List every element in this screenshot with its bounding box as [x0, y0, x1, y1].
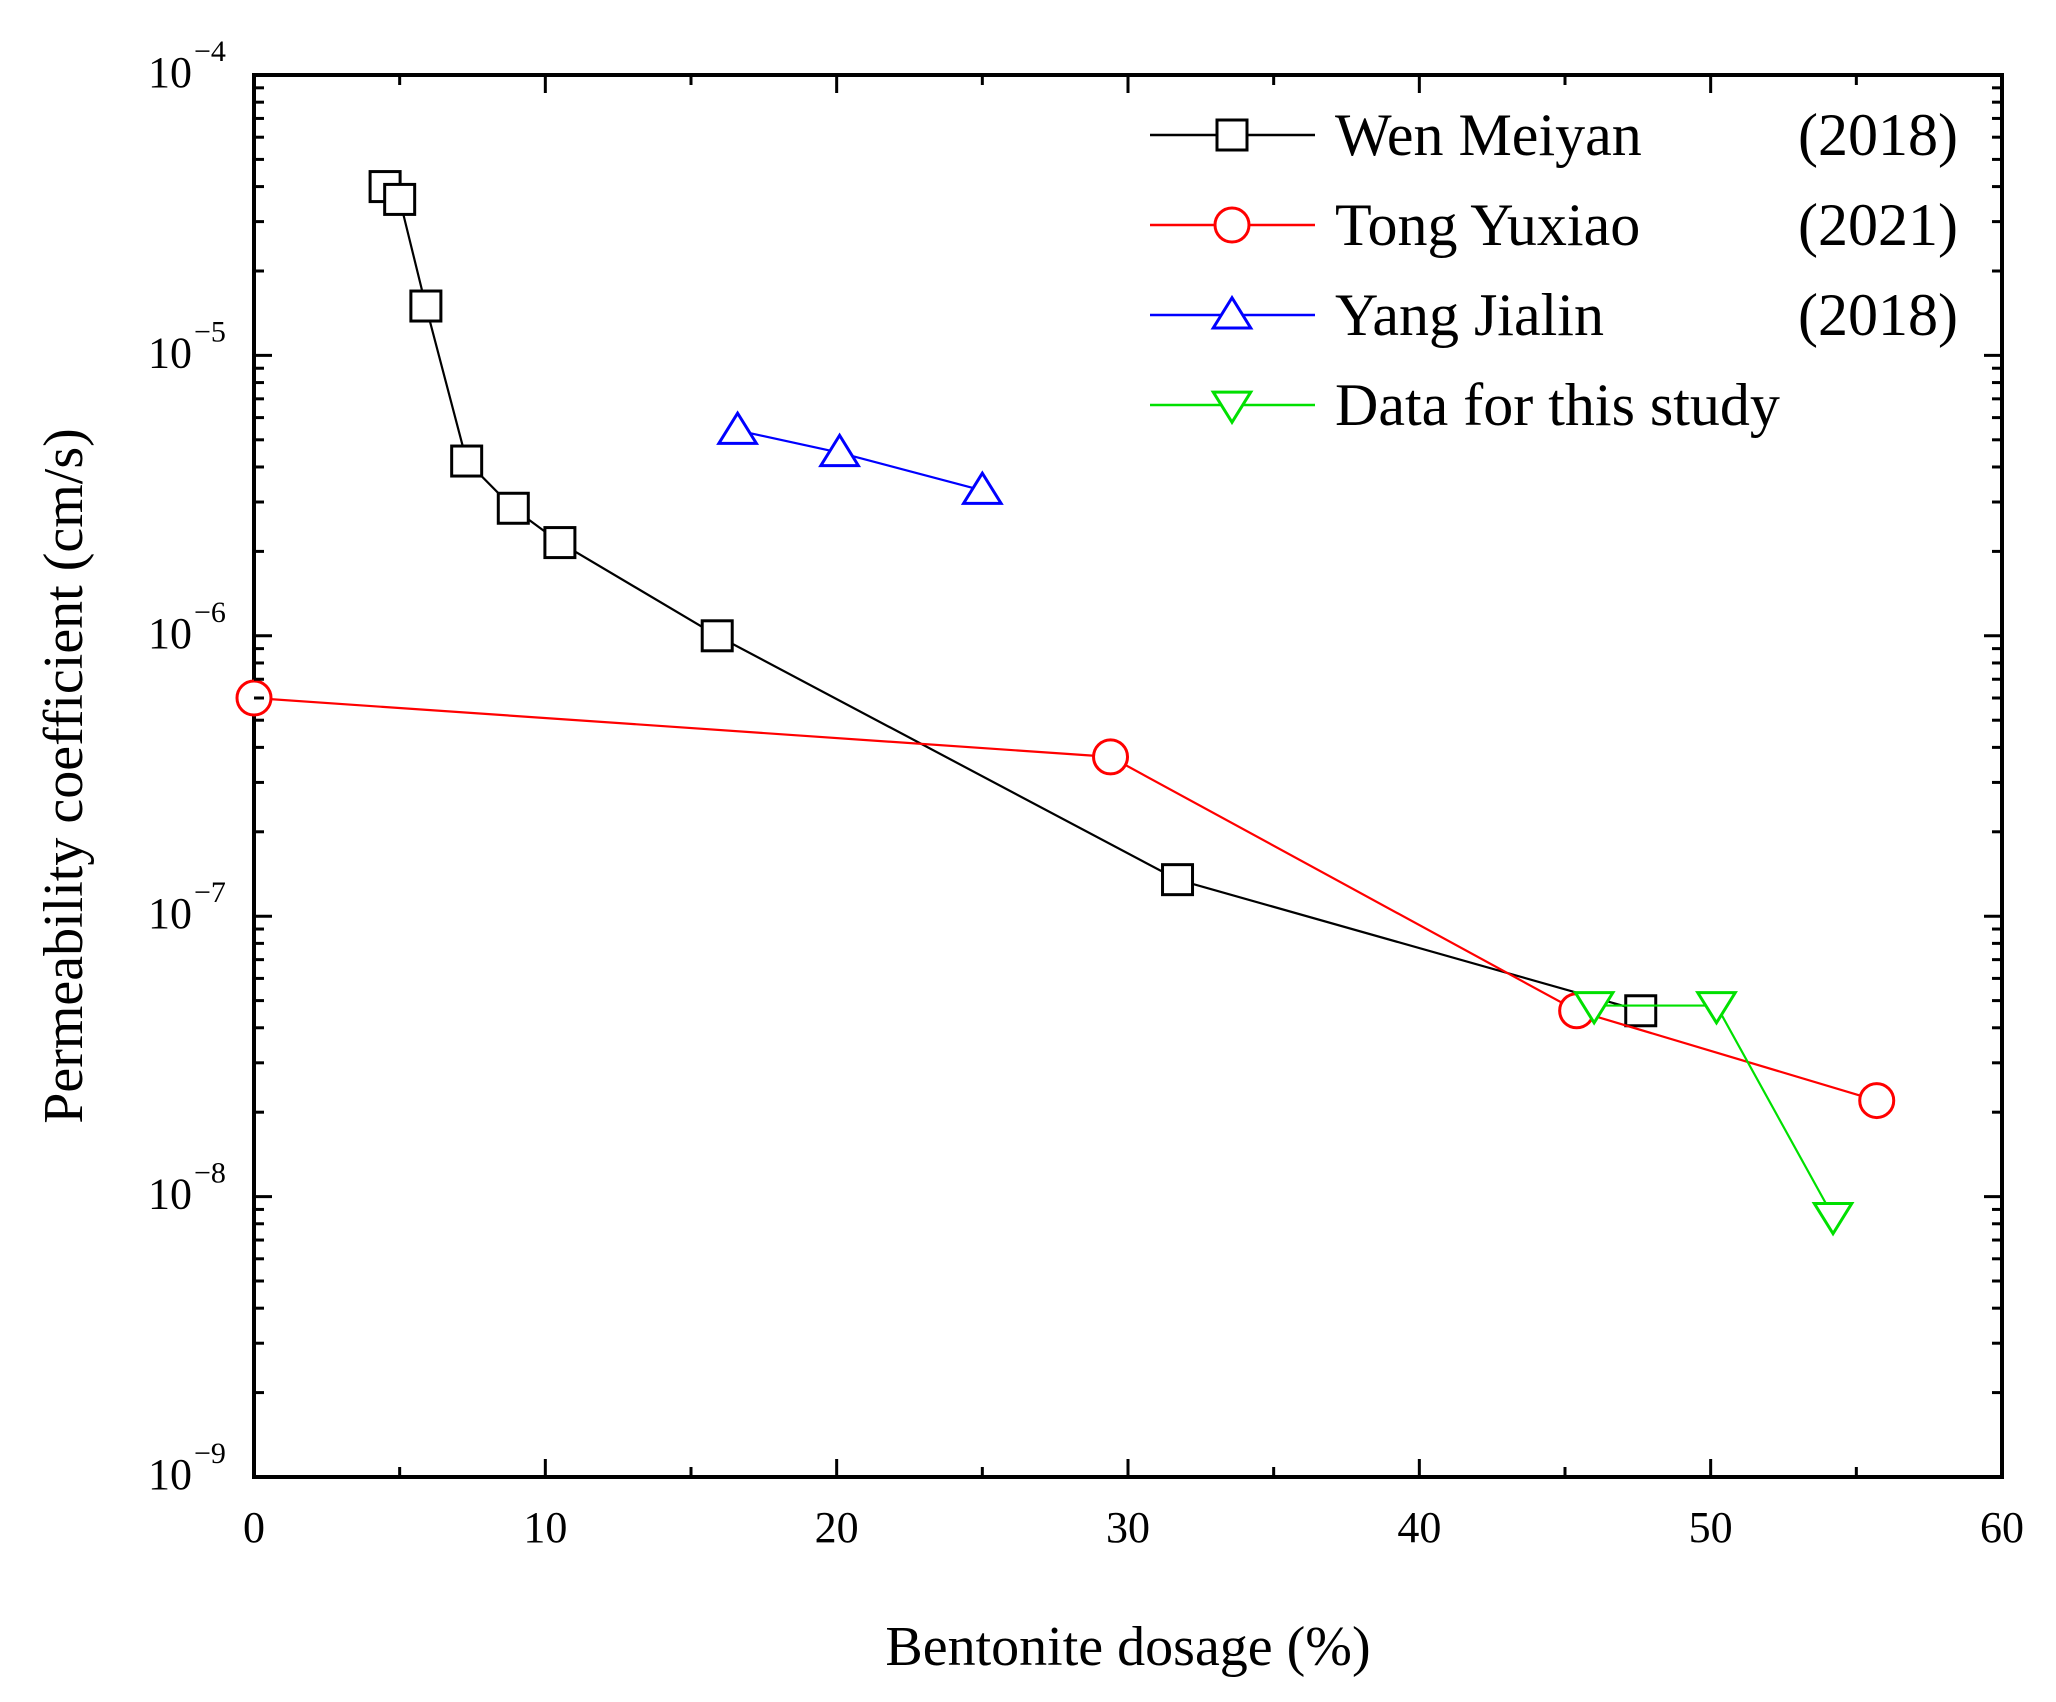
- circle-marker: [1858, 1082, 1896, 1120]
- legend-entry: Data for this study: [1150, 372, 1780, 438]
- y-tick-label: 10: [148, 48, 192, 97]
- square-marker: [409, 289, 443, 323]
- triangle-down-marker: [1210, 390, 1254, 426]
- triangle-down-marker: [1572, 991, 1616, 1026]
- x-tick-label: 40: [1397, 1503, 1441, 1552]
- legend-entry: Tong Yuxiao (2021): [1150, 192, 1958, 258]
- legend-entry: Yang Jialin (2018): [1150, 282, 1958, 348]
- x-tick-label: 0: [243, 1503, 265, 1552]
- series-line: [253, 696, 1878, 1102]
- legend-year: (2021): [1798, 192, 1958, 258]
- legend-label: Tong Yuxiao: [1335, 192, 1640, 258]
- y-tick-label: 10: [148, 889, 192, 938]
- series-4: [1572, 991, 1855, 1237]
- y-axis-title: Permeability coefficient (cm/s): [33, 428, 95, 1124]
- square-marker: [496, 491, 530, 525]
- y-tick-label: 10: [148, 1170, 192, 1219]
- square-marker: [1215, 118, 1249, 152]
- triangle-up-marker: [960, 470, 1004, 505]
- triangle-up-marker: [716, 410, 760, 445]
- x-tick-label: 30: [1106, 1503, 1150, 1552]
- y-tick-label: 10: [148, 328, 192, 377]
- y-tick-exponent: −8: [194, 1157, 226, 1190]
- y-tick-label: 10: [148, 1450, 192, 1499]
- x-tick-label: 60: [1980, 1503, 2024, 1552]
- square-marker: [543, 526, 577, 560]
- series-layer: [235, 170, 1896, 1237]
- legend: Wen Meiyan (2018) Tong Yuxiao (2021) Yang Ji…: [1150, 102, 1958, 438]
- x-tick-label: 20: [815, 1503, 859, 1552]
- square-marker: [1624, 994, 1658, 1028]
- y-tick-exponent: −4: [194, 35, 226, 68]
- legend-entry: Wen Meiyan (2018): [1150, 102, 1958, 168]
- legend-label: Wen Meiyan: [1335, 102, 1642, 168]
- y-tick-exponent: −7: [194, 876, 226, 909]
- legend-label: Data for this study: [1335, 372, 1780, 438]
- series-3: [716, 410, 1004, 505]
- y-tick-label: 10: [148, 609, 192, 658]
- y-tick-exponent: −5: [194, 315, 226, 348]
- square-marker: [450, 444, 484, 478]
- triangle-down-marker: [1695, 991, 1738, 1026]
- triangle-down-marker: [1811, 1201, 1855, 1237]
- series-1: [368, 170, 1658, 1028]
- triangle-up-marker: [818, 432, 862, 468]
- square-marker: [700, 619, 734, 653]
- y-tick-exponent: −9: [194, 1437, 226, 1470]
- circle-marker: [1092, 738, 1130, 776]
- x-tick-label: 50: [1689, 1503, 1733, 1552]
- square-marker: [383, 182, 417, 216]
- circle-marker: [1213, 206, 1251, 244]
- legend-year: (2018): [1798, 102, 1958, 168]
- square-marker: [1161, 863, 1195, 897]
- legend-year: (2018): [1798, 282, 1958, 348]
- x-axis-title: Bentonite dosage (%): [885, 1616, 1370, 1678]
- legend-label: Yang Jialin: [1335, 282, 1604, 348]
- x-tick-label: 10: [523, 1503, 567, 1552]
- triangle-up-marker: [1210, 294, 1254, 330]
- y-tick-exponent: −6: [194, 596, 226, 629]
